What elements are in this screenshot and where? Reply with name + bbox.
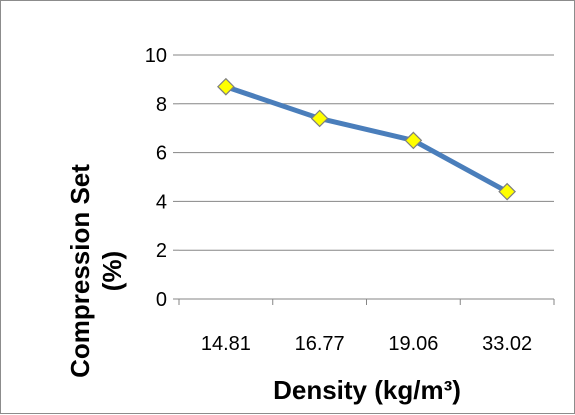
x-tick-labels: 14.81 16.77 19.06 33.02: [201, 333, 532, 355]
data-point-marker: [404, 131, 423, 150]
data-point-marker: [310, 109, 329, 128]
x-tick-label: 19.06: [388, 333, 438, 355]
x-tick-label: 33.02: [482, 333, 532, 355]
data-point-marker: [498, 182, 516, 201]
data-markers: [217, 77, 516, 201]
y-tick-labels: 0 2 4 6 8 10: [145, 45, 167, 311]
y-tick-label: 8: [156, 94, 167, 116]
y-tick-label: 0: [156, 289, 167, 311]
gridlines: [173, 54, 555, 305]
data-point-marker: [217, 77, 235, 96]
y-tick-label: 4: [156, 191, 167, 213]
y-tick-label: 2: [156, 240, 167, 262]
y-axis-title-line-1: Compression Set: [65, 164, 95, 378]
y-tick-label: 6: [156, 143, 167, 165]
y-tick-label: 10: [145, 45, 167, 67]
y-axis-title-line-2: (%): [97, 251, 127, 291]
x-axis-title: Density (kg/m³): [273, 375, 461, 405]
x-tick-label: 16.77: [295, 333, 345, 355]
series-line: [223, 84, 510, 195]
x-tick-label: 14.81: [201, 333, 251, 355]
